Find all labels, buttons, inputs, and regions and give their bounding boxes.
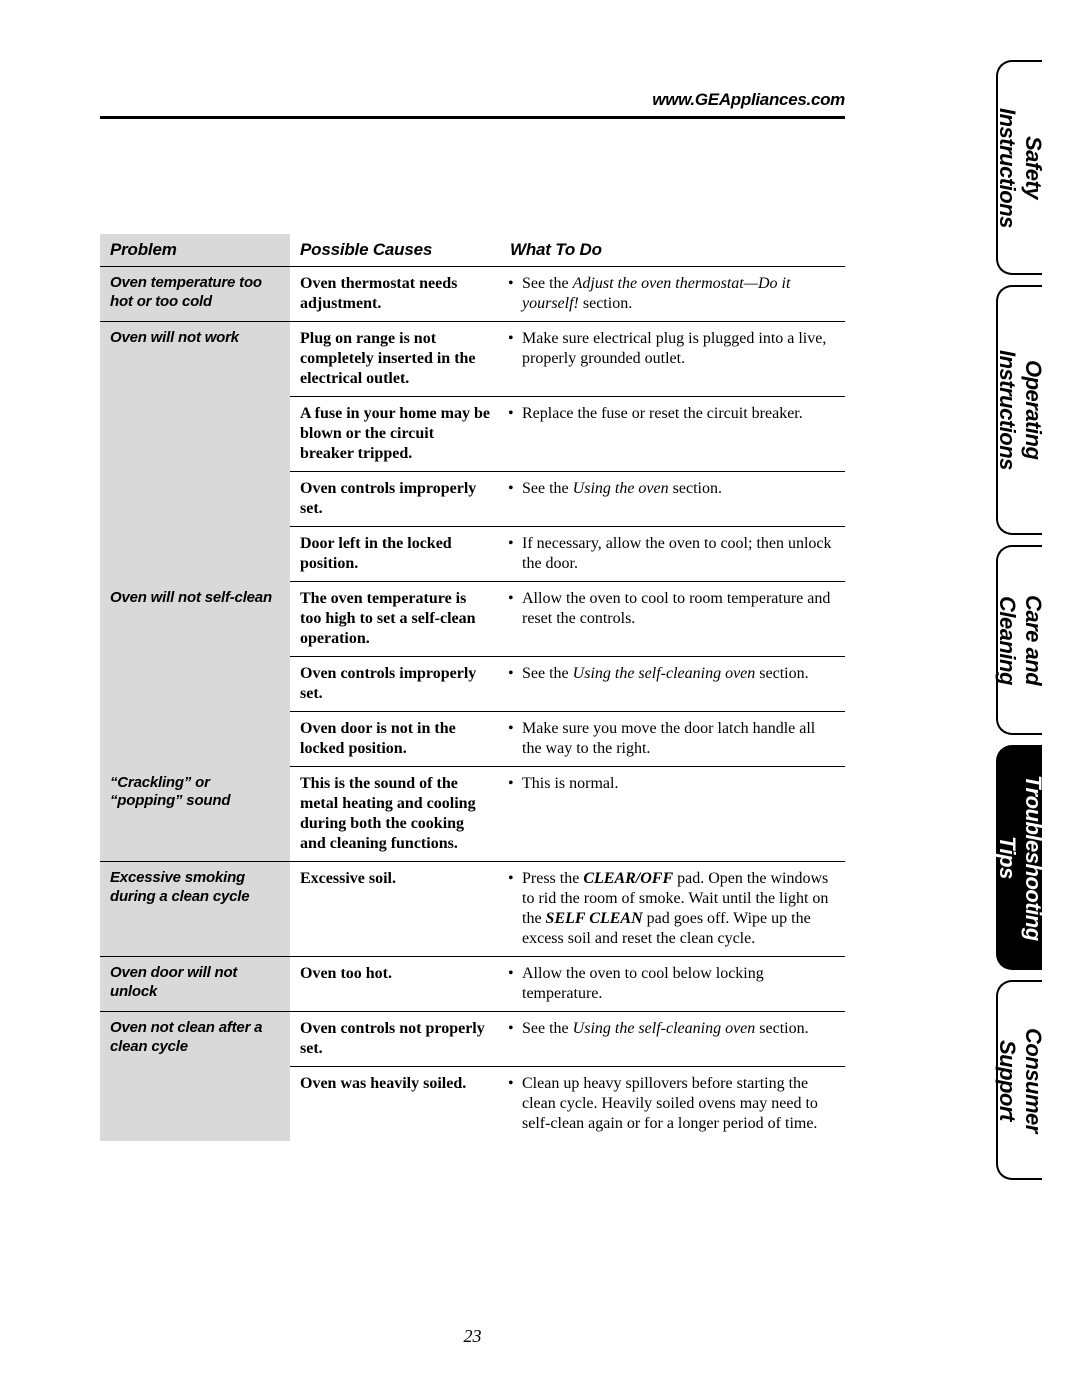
- bullet-icon: •: [508, 479, 514, 499]
- todo-cell: • Allow the oven to cool below locking te…: [500, 957, 845, 1012]
- todo-text: Make sure electrical plug is plugged int…: [522, 330, 826, 367]
- todo-text-it: Using the self-cleaning oven: [573, 665, 756, 682]
- bullet-icon: •: [508, 964, 514, 984]
- table-row: Oven will not self-clean The oven temper…: [100, 582, 845, 657]
- troubleshooting-table: Problem Possible Causes What To Do Oven …: [100, 234, 845, 1141]
- todo-text-pre: See the: [522, 275, 573, 292]
- todo-cell: •See the Adjust the oven thermostat—Do i…: [500, 267, 845, 322]
- tab-consumer[interactable]: Consumer Support: [996, 980, 1042, 1180]
- bullet-icon: •: [508, 1019, 514, 1039]
- problem-cell: “Crackling” or “popping” sound: [100, 767, 290, 862]
- todo-text-it: Using the oven: [573, 480, 669, 497]
- todo-text-post: section.: [669, 480, 722, 497]
- side-tabs: Safety Instructions Operating Instructio…: [996, 60, 1042, 1190]
- todo-cell: •Press the CLEAR/OFF pad. Open the windo…: [500, 862, 845, 957]
- cause-cell: This is the sound of the metal heating a…: [290, 767, 500, 862]
- table-row: Oven will not work Plug on range is not …: [100, 322, 845, 397]
- todo-cell: • Make sure you move the door latch handl…: [500, 712, 845, 767]
- tab-operating[interactable]: Operating Instructions: [996, 285, 1042, 535]
- cause-cell: Plug on range is not completely inserted…: [290, 322, 500, 397]
- table-header-row: Problem Possible Causes What To Do: [100, 234, 845, 267]
- bullet-icon: •: [508, 719, 514, 739]
- todo-cell: • Allow the oven to cool to room temperat…: [500, 582, 845, 657]
- todo-text-post: section.: [755, 665, 808, 682]
- header-url: www.GEAppliances.com: [100, 90, 845, 110]
- bullet-icon: •: [508, 274, 514, 294]
- todo-text: Allow the oven to cool below locking tem…: [522, 965, 764, 1002]
- problem-cell: Oven door will not unlock: [100, 957, 290, 1012]
- todo-text-b1: CLEAR/OFF: [583, 870, 673, 887]
- table-row: Excessive smoking during a clean cycle E…: [100, 862, 845, 957]
- problem-cell: Oven temperature too hot or too cold: [100, 267, 290, 322]
- cause-cell: Excessive soil.: [290, 862, 500, 957]
- tab-care[interactable]: Care and Cleaning: [996, 545, 1042, 735]
- cause-cell: Oven controls not properly set.: [290, 1012, 500, 1067]
- cause-cell: Oven was heavily soiled.: [290, 1067, 500, 1142]
- cause-cell: Door left in the locked position.: [290, 527, 500, 582]
- todo-text-it: Using the self-cleaning oven: [573, 1020, 756, 1037]
- problem-cell: Oven not clean after a clean cycle: [100, 1012, 290, 1142]
- todo-text-pre: See the: [522, 1020, 573, 1037]
- table-row: Oven not clean after a clean cycle Oven …: [100, 1012, 845, 1067]
- todo-cell: • Make sure electrical plug is plugged in…: [500, 322, 845, 397]
- todo-text: Clean up heavy spillovers before startin…: [522, 1075, 818, 1132]
- todo-text: Make sure you move the door latch handle…: [522, 720, 815, 757]
- bullet-icon: •: [508, 534, 514, 554]
- header-rule: [100, 116, 845, 119]
- todo-cell: • This is normal.: [500, 767, 845, 862]
- bullet-icon: •: [508, 589, 514, 609]
- col-todo: What To Do: [500, 234, 845, 267]
- todo-cell: • Replace the fuse or reset the circuit b…: [500, 397, 845, 472]
- todo-text: If necessary, allow the oven to cool; th…: [522, 535, 832, 572]
- todo-text-pre: See the: [522, 480, 573, 497]
- todo-text-post: section.: [579, 295, 632, 312]
- todo-cell: • If necessary, allow the oven to cool; t…: [500, 527, 845, 582]
- table-row: “Crackling” or “popping” sound This is t…: [100, 767, 845, 862]
- todo-text-pre: Press the: [522, 870, 583, 887]
- cause-cell: Oven controls improperly set.: [290, 472, 500, 527]
- cause-cell: A fuse in your home may be blown or the …: [290, 397, 500, 472]
- cause-cell: Oven thermostat needs adjustment.: [290, 267, 500, 322]
- bullet-icon: •: [508, 1074, 514, 1094]
- todo-text-post: section.: [755, 1020, 808, 1037]
- todo-text-b2: SELF CLEAN: [546, 910, 643, 927]
- todo-text: Replace the fuse or reset the circuit br…: [522, 405, 803, 422]
- col-causes: Possible Causes: [290, 234, 500, 267]
- tab-troubleshooting[interactable]: Troubleshooting Tips: [996, 745, 1042, 970]
- bullet-icon: •: [508, 869, 514, 889]
- todo-cell: • See the Using the oven section.: [500, 472, 845, 527]
- bullet-icon: •: [508, 329, 514, 349]
- cause-cell: Oven door is not in the locked position.: [290, 712, 500, 767]
- table-row: Oven door will not unlock Oven too hot. …: [100, 957, 845, 1012]
- cause-cell: The oven temperature is too high to set …: [290, 582, 500, 657]
- page-number: 23: [100, 1326, 845, 1347]
- bullet-icon: •: [508, 774, 514, 794]
- problem-cell: Oven will not work: [100, 322, 290, 582]
- todo-text: This is normal.: [522, 775, 618, 792]
- bullet-icon: •: [508, 404, 514, 424]
- bullet-icon: •: [508, 664, 514, 684]
- cause-cell: Oven controls improperly set.: [290, 657, 500, 712]
- problem-cell: Excessive smoking during a clean cycle: [100, 862, 290, 957]
- todo-cell: • See the Using the self-cleaning oven se…: [500, 657, 845, 712]
- todo-cell: • Clean up heavy spillovers before starti…: [500, 1067, 845, 1142]
- todo-text-pre: See the: [522, 665, 573, 682]
- cause-cell: Oven too hot.: [290, 957, 500, 1012]
- col-problem: Problem: [100, 234, 290, 267]
- todo-text: Allow the oven to cool to room temperatu…: [522, 590, 830, 627]
- tab-safety[interactable]: Safety Instructions: [996, 60, 1042, 275]
- table-row: Oven temperature too hot or too cold Ove…: [100, 267, 845, 322]
- troubleshooting-page: www.GEAppliances.com Problem Possible Ca…: [100, 90, 845, 1141]
- problem-cell: Oven will not self-clean: [100, 582, 290, 767]
- todo-cell: • See the Using the self-cleaning oven se…: [500, 1012, 845, 1067]
